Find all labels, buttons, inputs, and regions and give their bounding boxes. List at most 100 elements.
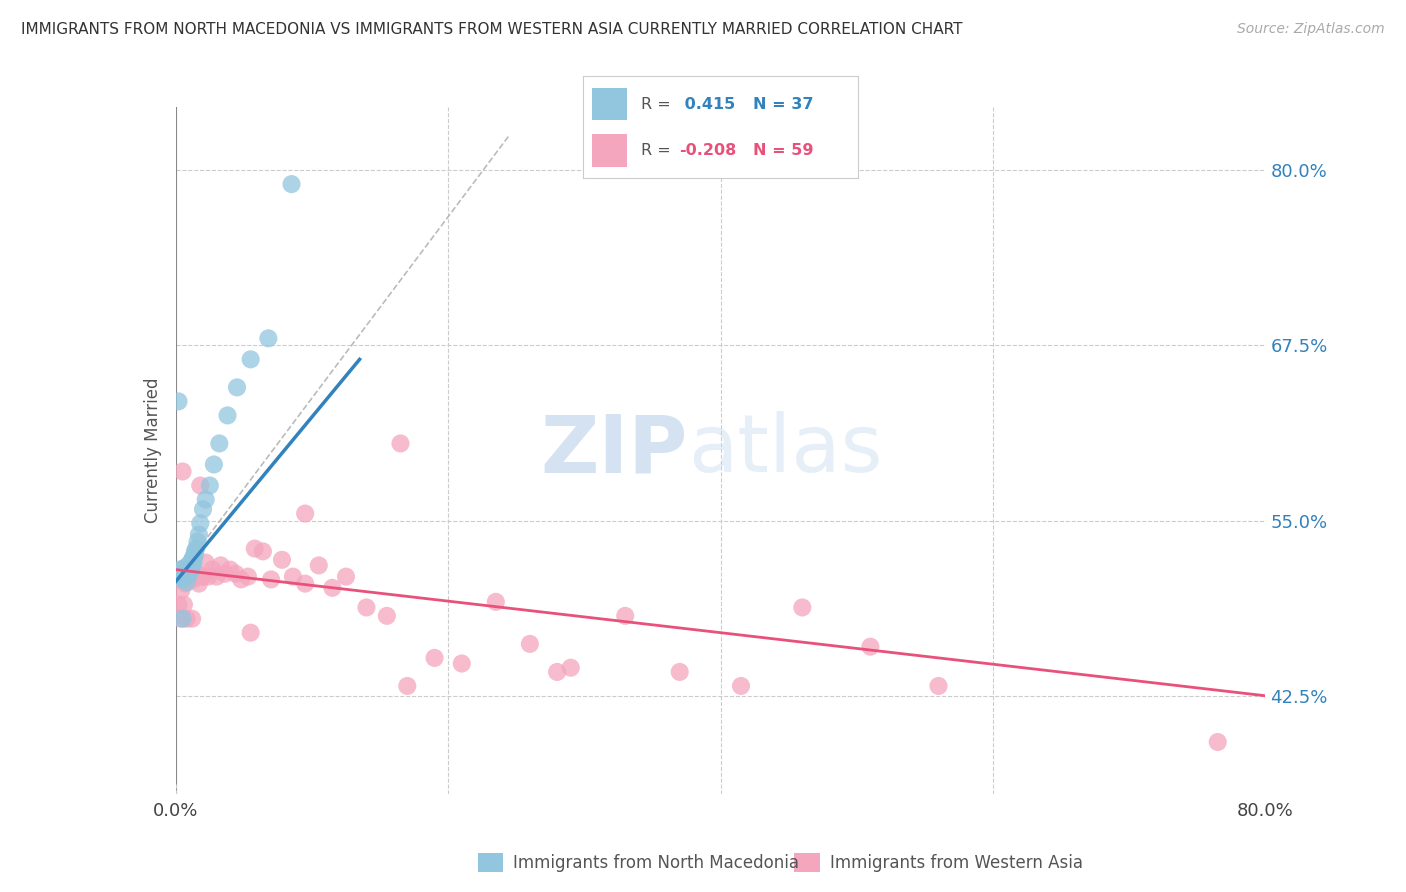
Point xyxy=(243,541,266,556)
Point xyxy=(271,553,294,567)
Point xyxy=(197,569,219,583)
Point xyxy=(170,566,193,581)
Point xyxy=(180,564,202,578)
Point xyxy=(173,561,195,575)
Point xyxy=(1206,735,1229,749)
Point xyxy=(389,436,412,450)
Text: IMMIGRANTS FROM NORTH MACEDONIA VS IMMIGRANTS FROM WESTERN ASIA CURRENTLY MARRIE: IMMIGRANTS FROM NORTH MACEDONIA VS IMMIG… xyxy=(21,22,963,37)
Point xyxy=(335,569,357,583)
Point xyxy=(176,566,198,581)
Text: Source: ZipAtlas.com: Source: ZipAtlas.com xyxy=(1237,22,1385,37)
Point xyxy=(202,458,225,472)
Point xyxy=(179,561,201,575)
Point xyxy=(226,380,249,394)
Text: 0.415: 0.415 xyxy=(679,96,735,112)
Text: Immigrants from Western Asia: Immigrants from Western Asia xyxy=(830,854,1083,871)
Text: R =: R = xyxy=(641,96,671,112)
Point xyxy=(186,566,208,581)
Point xyxy=(614,608,637,623)
Point xyxy=(423,651,446,665)
Point xyxy=(183,549,205,564)
Point xyxy=(321,581,343,595)
Point xyxy=(177,564,200,578)
Point xyxy=(519,637,541,651)
Point xyxy=(294,576,316,591)
Text: Immigrants from North Macedonia: Immigrants from North Macedonia xyxy=(513,854,799,871)
Point xyxy=(560,661,582,675)
Point xyxy=(225,566,247,581)
Point xyxy=(172,573,194,587)
Point xyxy=(191,502,214,516)
Point xyxy=(205,569,228,583)
Point xyxy=(450,657,472,671)
Point xyxy=(176,612,198,626)
Point xyxy=(167,569,190,583)
Point xyxy=(191,569,214,583)
Point xyxy=(294,507,316,521)
Point xyxy=(180,556,202,570)
Point xyxy=(375,608,398,623)
Point xyxy=(167,394,190,409)
Point xyxy=(219,563,242,577)
Point xyxy=(177,558,200,573)
Point xyxy=(180,573,202,587)
Point xyxy=(928,679,950,693)
Bar xyxy=(592,134,627,167)
Point xyxy=(214,566,236,581)
Point xyxy=(209,558,232,573)
Point xyxy=(167,598,190,612)
Point xyxy=(485,595,508,609)
Text: R =: R = xyxy=(641,143,671,158)
Text: N = 59: N = 59 xyxy=(754,143,814,158)
Point xyxy=(176,569,198,583)
Point xyxy=(190,569,212,583)
Point xyxy=(257,331,280,345)
Point xyxy=(187,576,209,591)
Point xyxy=(176,575,198,590)
Point xyxy=(194,556,217,570)
Point xyxy=(239,625,262,640)
Point xyxy=(188,516,211,531)
Point xyxy=(184,549,207,563)
Point xyxy=(183,556,205,570)
Point xyxy=(186,541,208,556)
Point xyxy=(186,569,209,583)
Point xyxy=(201,563,224,577)
Point xyxy=(174,576,197,591)
Point xyxy=(181,558,204,573)
Point xyxy=(308,558,330,573)
Point xyxy=(184,544,207,558)
Point xyxy=(187,527,209,541)
Point xyxy=(181,553,204,567)
Point xyxy=(172,465,194,479)
Point xyxy=(177,563,200,577)
Y-axis label: Currently Married: Currently Married xyxy=(143,377,162,524)
Point xyxy=(231,573,253,587)
Text: ZIP: ZIP xyxy=(541,411,688,490)
Point xyxy=(194,492,217,507)
Point xyxy=(198,478,221,492)
Point xyxy=(252,544,274,558)
Point xyxy=(169,563,191,577)
Point xyxy=(170,612,193,626)
Point xyxy=(184,569,207,583)
Point xyxy=(172,612,194,626)
Text: -0.208: -0.208 xyxy=(679,143,737,158)
Point xyxy=(396,679,419,693)
Point xyxy=(174,564,197,578)
Point xyxy=(239,352,262,367)
Point xyxy=(179,569,201,583)
Point xyxy=(183,573,205,587)
Point xyxy=(188,478,211,492)
Point xyxy=(217,409,239,423)
Point xyxy=(181,566,204,581)
Point xyxy=(186,534,209,549)
Point xyxy=(859,640,882,654)
Point xyxy=(173,598,195,612)
Bar xyxy=(592,87,627,120)
Point xyxy=(179,566,201,581)
Text: N = 37: N = 37 xyxy=(754,96,814,112)
Point xyxy=(356,600,378,615)
Point xyxy=(170,583,193,598)
Point xyxy=(281,569,304,583)
